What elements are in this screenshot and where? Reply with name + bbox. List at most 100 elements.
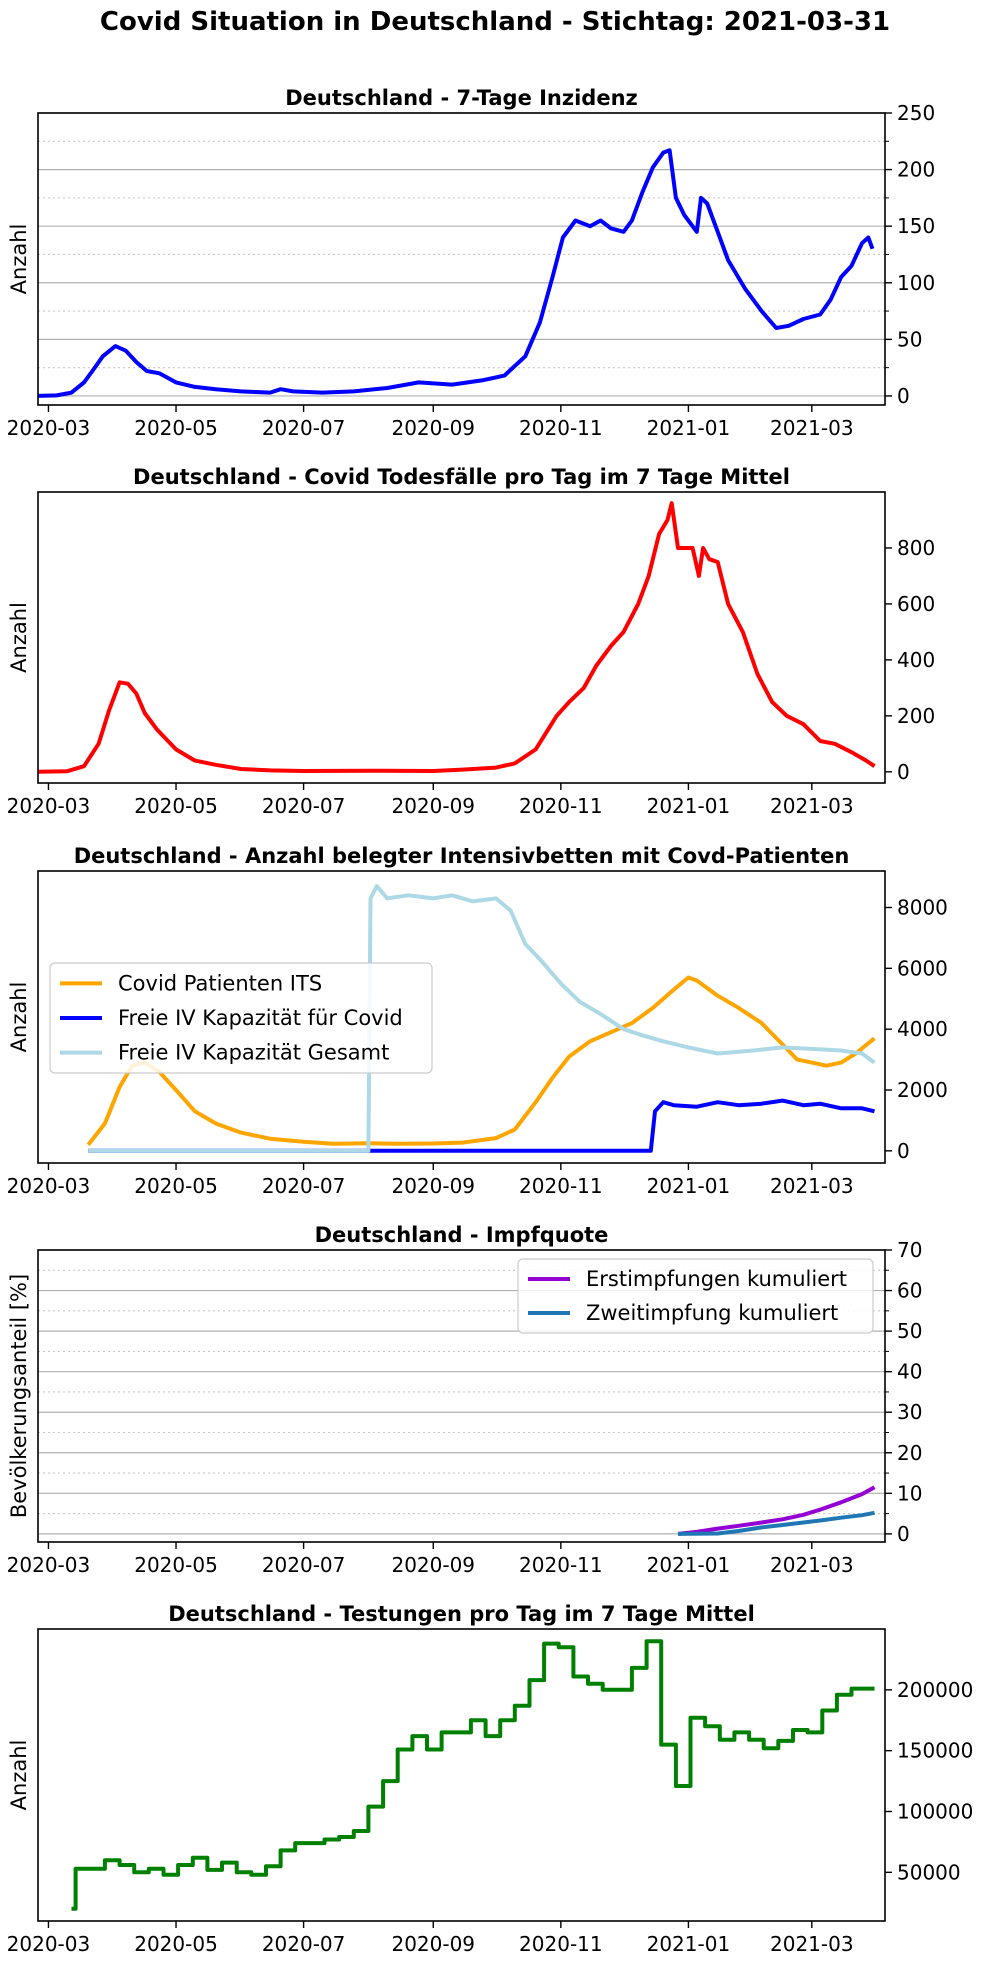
y-tick-label: 60 xyxy=(897,1279,922,1303)
y-axis-label: Anzahl xyxy=(7,1740,31,1811)
x-tick-label: 2020-03 xyxy=(7,416,91,440)
series-line-3 xyxy=(88,884,876,1153)
y-tick-label: 10 xyxy=(897,1481,922,1505)
plot-frame xyxy=(37,491,886,784)
y-tick-label: 40 xyxy=(897,1360,922,1384)
x-tick-label: 2020-09 xyxy=(391,1932,475,1956)
y-tick-label: 400 xyxy=(897,648,935,672)
y-axis-label: Bevölkerungsanteil [%] xyxy=(7,1274,31,1518)
chart-panel-1: 2020-03 2020-05 2020-07 2020-09 2020-11 2021-… xyxy=(7,86,936,440)
plot-frame xyxy=(37,112,886,406)
panels: 2020-03 2020-05 2020-07 2020-09 2020-11 2021-… xyxy=(7,86,974,1956)
x-tick-label: 2020-07 xyxy=(262,1553,346,1577)
series-line-1 xyxy=(71,1639,875,1911)
x-tick-label: 2020-11 xyxy=(519,1553,603,1577)
series-line-1 xyxy=(37,148,875,398)
y-tick-label: 8000 xyxy=(897,896,948,920)
plot-frame xyxy=(37,1628,886,1922)
x-tick-label: 2020-05 xyxy=(134,1174,218,1198)
x-tick-label: 2021-03 xyxy=(770,416,854,440)
x-tick-label: 2020-03 xyxy=(7,1174,91,1198)
y-axis-label: Anzahl xyxy=(7,982,31,1053)
y-tick-label: 0 xyxy=(897,384,910,408)
x-tick-label: 2020-05 xyxy=(134,794,218,818)
chart-title: Deutschland - Anzahl belegter Intensivbe… xyxy=(74,844,850,868)
chart-title: Deutschland - Testungen pro Tag im 7 Tag… xyxy=(168,1602,755,1626)
series-line-1 xyxy=(677,1485,876,1536)
y-tick-label: 600 xyxy=(897,592,935,616)
y-tick-label: 4000 xyxy=(897,1017,948,1041)
chart-panel-4: 2020-03 2020-05 2020-07 2020-09 2020-11 2021-… xyxy=(7,1223,923,1577)
chart-title: Deutschland - 7-Tage Inzidenz xyxy=(285,86,638,110)
x-tick-label: 2021-03 xyxy=(770,1932,854,1956)
x-tick-label: 2020-11 xyxy=(519,1932,603,1956)
legend-entry: Covid Patienten ITS xyxy=(118,971,322,995)
legend-entry: Erstimpfungen kumuliert xyxy=(586,1267,847,1291)
x-tick-label: 2020-03 xyxy=(7,1553,91,1577)
x-tick-label: 2020-11 xyxy=(519,794,603,818)
chart-title: Deutschland - Impfquote xyxy=(315,1223,609,1247)
y-tick-label: 800 xyxy=(897,536,935,560)
chart-panel-3: 2020-03 2020-05 2020-07 2020-09 2020-11 2021-… xyxy=(7,844,948,1198)
x-tick-label: 2020-07 xyxy=(262,1174,346,1198)
plot-frame xyxy=(37,1249,886,1543)
legend-entry: Freie IV Kapazität für Covid xyxy=(118,1006,403,1030)
y-axis-label: Anzahl xyxy=(7,602,31,673)
y-tick-label: 0 xyxy=(897,760,910,784)
legend-frame xyxy=(49,962,433,1074)
chart-panel-5: 2020-03 2020-05 2020-07 2020-09 2020-11 2021-… xyxy=(7,1602,974,1956)
y-tick-label: 2000 xyxy=(897,1078,948,1102)
legend-frame xyxy=(517,1258,874,1334)
y-tick-label: 50000 xyxy=(897,1860,961,1884)
legend-entry: Zweitimpfung kumuliert xyxy=(586,1301,838,1325)
y-tick-label: 100000 xyxy=(897,1800,973,1824)
y-tick-label: 6000 xyxy=(897,956,948,980)
x-tick-label: 2020-07 xyxy=(262,794,346,818)
x-tick-label: 2020-11 xyxy=(519,1174,603,1198)
chart-title: Deutschland - Covid Todesfälle pro Tag i… xyxy=(133,465,790,489)
x-tick-label: 2020-07 xyxy=(262,416,346,440)
series-line-1 xyxy=(37,501,876,774)
x-tick-label: 2020-09 xyxy=(391,1553,475,1577)
x-tick-label: 2020-05 xyxy=(134,1553,218,1577)
x-tick-label: 2020-03 xyxy=(7,1932,91,1956)
y-tick-label: 200 xyxy=(897,158,935,182)
x-tick-label: 2020-03 xyxy=(7,794,91,818)
x-tick-label: 2021-03 xyxy=(770,1553,854,1577)
x-tick-label: 2020-05 xyxy=(134,1932,218,1956)
y-axis-label: Anzahl xyxy=(7,224,31,295)
x-tick-label: 2021-03 xyxy=(770,1174,854,1198)
y-tick-label: 50 xyxy=(897,1319,922,1343)
y-tick-label: 30 xyxy=(897,1400,922,1424)
y-tick-label: 150 xyxy=(897,214,935,238)
y-tick-label: 70 xyxy=(897,1238,922,1262)
x-tick-label: 2021-01 xyxy=(647,1553,731,1577)
y-tick-label: 100 xyxy=(897,271,935,295)
x-tick-label: 2020-09 xyxy=(391,794,475,818)
x-tick-label: 2020-11 xyxy=(519,416,603,440)
legend: Covid Patienten ITS Freie IV Kapazität fü… xyxy=(49,962,433,1074)
x-tick-label: 2020-07 xyxy=(262,1932,346,1956)
series-line-2 xyxy=(88,1098,875,1153)
legend: Erstimpfungen kumuliert Zweitimpfung kumu… xyxy=(517,1258,874,1334)
y-tick-label: 0 xyxy=(897,1522,910,1546)
x-tick-label: 2021-01 xyxy=(647,416,731,440)
y-tick-label: 200 xyxy=(897,704,935,728)
x-tick-label: 2020-09 xyxy=(391,1174,475,1198)
y-tick-label: 150000 xyxy=(897,1739,973,1763)
x-tick-label: 2020-09 xyxy=(391,416,475,440)
x-tick-label: 2021-01 xyxy=(647,1932,731,1956)
chart-panel-2: 2020-03 2020-05 2020-07 2020-09 2020-11 2021-… xyxy=(7,465,936,818)
x-tick-label: 2021-01 xyxy=(647,794,731,818)
plot-frame xyxy=(37,870,886,1164)
y-tick-label: 20 xyxy=(897,1441,922,1465)
figure-title: Covid Situation in Deutschland - Stichta… xyxy=(100,7,890,37)
legend-entry: Freie IV Kapazität Gesamt xyxy=(118,1041,389,1065)
series-line-1 xyxy=(86,975,876,1147)
x-tick-label: 2020-05 xyxy=(134,416,218,440)
y-tick-label: 0 xyxy=(897,1139,910,1163)
x-tick-label: 2021-03 xyxy=(770,794,854,818)
y-tick-label: 250 xyxy=(897,101,935,125)
y-tick-label: 200000 xyxy=(897,1678,973,1702)
